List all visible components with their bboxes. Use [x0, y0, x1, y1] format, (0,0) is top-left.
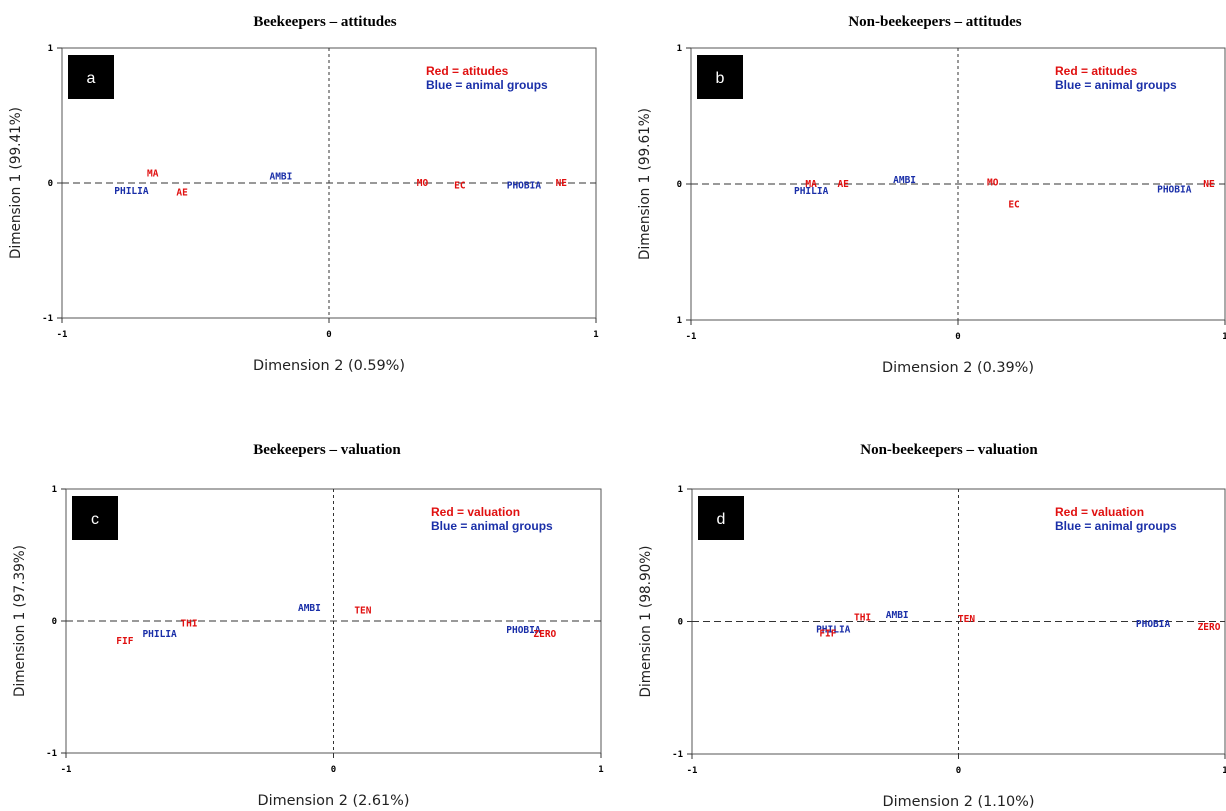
point-label-ae: AE [837, 179, 849, 190]
point-label-fif: FIF [819, 628, 836, 639]
scatter-plot: Non-beekeepers – valuation -1 0 1 1 0 -1 Dimens… [638, 442, 1226, 810]
point-label-phobia: PHOBIA [1136, 619, 1171, 630]
panel-badge [72, 496, 118, 540]
legend-red-entry: Red = valuation [1055, 505, 1144, 519]
point-label-ten: TEN [958, 614, 975, 625]
point-label-ambi: AMBI [893, 175, 916, 186]
x-tick-label: -1 [61, 765, 72, 775]
y-tick-label: 0 [677, 180, 682, 190]
y-axis-label: Dimension 1 (97.39%) [12, 545, 28, 697]
point-label-philia: PHILIA [816, 624, 851, 635]
scatter-plot: Beekeepers – valuation -1 0 1 1 0 -1 Dimension … [12, 442, 604, 809]
panel-badge [697, 55, 743, 99]
legend-blue-entry: Blue = animal groups [1055, 78, 1177, 92]
legend-blue-entry: Blue = animal groups [431, 519, 553, 533]
x-axis-label: Dimension 2 (1.10%) [883, 794, 1035, 810]
point-label-philia: PHILIA [142, 629, 177, 640]
panel-badge-label: b [716, 70, 725, 87]
chart-panel-a: Beekeepers – attitudes -1 0 1 1 0 -1 Dimension … [0, 0, 613, 405]
point-label-zero: ZERO [1198, 622, 1221, 633]
y-tick-label: 1 [677, 44, 682, 54]
point-label-ae: AE [176, 187, 188, 198]
point-label-mo: MO [987, 178, 999, 189]
point-label-thi: THI [180, 619, 197, 630]
point-label-philia: PHILIA [114, 186, 149, 197]
point-label-phobia: PHOBIA [507, 181, 542, 192]
y-axis-label: Dimension 1 (99.61%) [637, 108, 653, 260]
point-label-ambi: AMBI [298, 603, 321, 614]
y-tick-label: 0 [48, 179, 53, 189]
point-label-ma: MA [805, 179, 817, 190]
point-label-ambi: AMBI [886, 610, 909, 621]
point-label-phobia: PHOBIA [506, 625, 541, 636]
y-tick-label: 1 [52, 485, 57, 495]
point-label-ambi: AMBI [269, 171, 292, 182]
y-tick-label: 0 [678, 618, 683, 628]
chart-panel-b: Non-beekeepers – attitudes -1 0 1 1 0 1 Dimensi… [613, 0, 1226, 405]
panel-badge-label: c [91, 511, 99, 528]
point-label-zero: ZERO [533, 629, 556, 640]
chart-panel-c: Beekeepers – valuation -1 0 1 1 0 -1 Dimension … [0, 405, 613, 811]
point-label-ma: MA [147, 169, 159, 180]
point-label-mo: MO [417, 178, 429, 189]
chart-title: Beekeepers – valuation [253, 442, 401, 458]
point-label-thi: THI [854, 613, 871, 624]
x-tick-label: 0 [331, 765, 336, 775]
point-label-ne: NE [1203, 179, 1215, 190]
panel-badge-label: d [717, 511, 726, 528]
point-label-ne: NE [556, 178, 568, 189]
y-axis-label: Dimension 1 (99.41%) [8, 107, 24, 259]
x-tick-label: 1 [1222, 332, 1226, 342]
x-tick-label: 0 [956, 766, 961, 776]
x-tick-label: 1 [1222, 766, 1226, 776]
y-tick-label: 1 [677, 316, 682, 326]
legend-red-entry: Red = valuation [431, 505, 520, 519]
x-tick-label: -1 [57, 330, 68, 340]
y-axis-label: Dimension 1 (98.90%) [638, 546, 654, 698]
y-tick-label: 0 [52, 617, 57, 627]
point-label-ec: EC [454, 181, 466, 192]
legend-red-entry: Red = atitudes [1055, 64, 1138, 78]
chart-panel-d: Non-beekeepers – valuation -1 0 1 1 0 -1 Dimens… [613, 405, 1226, 811]
chart-title: Beekeepers – attitudes [253, 14, 396, 30]
point-label-ec: EC [1008, 199, 1020, 210]
y-tick-label: -1 [46, 749, 57, 759]
chart-title: Non-beekeepers – attitudes [848, 14, 1021, 30]
point-label-fif: FIF [116, 636, 133, 647]
x-tick-label: 0 [326, 330, 331, 340]
x-tick-label: 0 [955, 332, 960, 342]
legend-blue-entry: Blue = animal groups [1055, 519, 1177, 533]
y-tick-label: 1 [678, 485, 683, 495]
x-axis-label: Dimension 2 (0.39%) [882, 360, 1034, 376]
y-tick-label: -1 [672, 750, 683, 760]
point-label-philia: PHILIA [794, 186, 829, 197]
y-tick-label: 1 [48, 44, 53, 54]
x-tick-label: -1 [686, 332, 697, 342]
x-tick-label: 1 [598, 765, 603, 775]
x-tick-label: 1 [593, 330, 598, 340]
legend-red-entry: Red = atitudes [426, 64, 509, 78]
point-label-phobia: PHOBIA [1157, 184, 1192, 195]
x-axis-label: Dimension 2 (0.59%) [253, 358, 405, 374]
scatter-plot: Non-beekeepers – attitudes -1 0 1 1 0 1 Dimensi… [637, 14, 1226, 376]
legend-blue-entry: Blue = animal groups [426, 78, 548, 92]
panel-badge-label: a [87, 70, 96, 87]
x-tick-label: -1 [687, 766, 698, 776]
x-axis-label: Dimension 2 (2.61%) [258, 793, 410, 809]
point-label-ten: TEN [354, 605, 371, 616]
y-tick-label: -1 [42, 314, 53, 324]
panel-badge [68, 55, 114, 99]
scatter-plot: Beekeepers – attitudes -1 0 1 1 0 -1 Dimension … [8, 14, 599, 374]
chart-title: Non-beekeepers – valuation [860, 442, 1038, 458]
panel-badge [698, 496, 744, 540]
